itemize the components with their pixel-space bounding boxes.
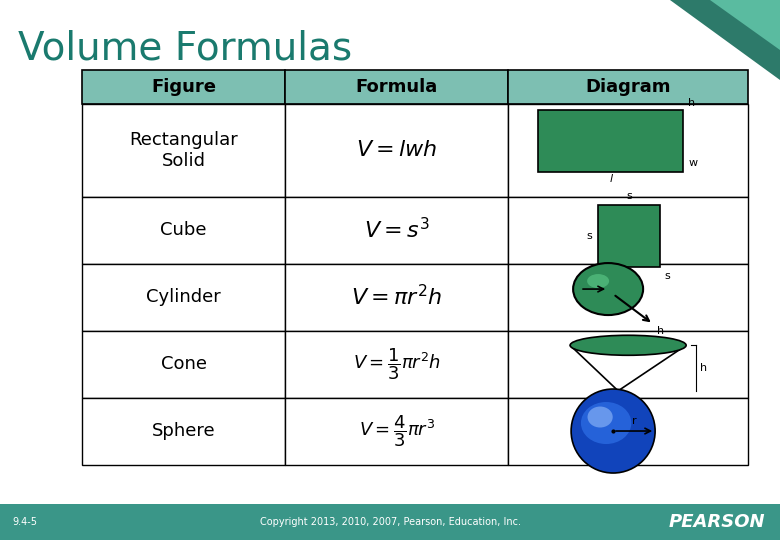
Bar: [509, 197, 748, 264]
Text: s: s: [626, 191, 632, 201]
Bar: [509, 70, 748, 104]
Text: Copyright 2013, 2010, 2007, Pearson, Education, Inc.: Copyright 2013, 2010, 2007, Pearson, Edu…: [260, 517, 520, 527]
Bar: [0, 504, 780, 540]
Bar: [285, 70, 509, 104]
Text: $V = s^3$: $V = s^3$: [364, 218, 430, 242]
Bar: [509, 264, 748, 330]
Ellipse shape: [570, 335, 686, 355]
Bar: [82, 104, 285, 197]
Ellipse shape: [573, 263, 643, 315]
Text: l: l: [609, 174, 612, 184]
Text: h: h: [700, 363, 707, 373]
Text: Cylinder: Cylinder: [146, 288, 221, 306]
Bar: [538, 110, 683, 172]
Ellipse shape: [581, 402, 631, 444]
Bar: [285, 397, 509, 464]
Bar: [285, 264, 509, 330]
Bar: [82, 197, 285, 264]
Text: Formula: Formula: [356, 78, 438, 96]
Bar: [82, 330, 285, 397]
Text: s: s: [587, 231, 592, 241]
Text: $V = lwh$: $V = lwh$: [356, 140, 438, 160]
Bar: [285, 330, 509, 397]
Bar: [509, 397, 748, 464]
Text: Rectangular
Solid: Rectangular Solid: [129, 131, 238, 170]
Polygon shape: [710, 0, 780, 50]
Text: h: h: [688, 98, 695, 108]
Text: r: r: [632, 416, 636, 426]
Text: $V = \dfrac{1}{3}\pi r^2 h$: $V = \dfrac{1}{3}\pi r^2 h$: [353, 346, 441, 382]
Bar: [509, 330, 748, 397]
Text: $V = \dfrac{4}{3}\pi r^3$: $V = \dfrac{4}{3}\pi r^3$: [359, 413, 434, 449]
Bar: [82, 397, 285, 464]
Text: Sphere: Sphere: [152, 422, 215, 440]
Bar: [285, 104, 509, 197]
Polygon shape: [670, 0, 780, 80]
Bar: [598, 205, 660, 267]
Ellipse shape: [571, 389, 655, 473]
Text: w: w: [688, 158, 697, 168]
Ellipse shape: [587, 407, 613, 428]
Text: Volume Formulas: Volume Formulas: [18, 30, 352, 68]
Bar: [285, 197, 509, 264]
Text: Figure: Figure: [151, 78, 216, 96]
Text: Cone: Cone: [161, 355, 207, 373]
Text: Diagram: Diagram: [585, 78, 671, 96]
Text: PEARSON: PEARSON: [668, 513, 765, 531]
Ellipse shape: [587, 274, 609, 288]
Bar: [509, 104, 748, 197]
Text: h: h: [657, 326, 665, 336]
Bar: [82, 264, 285, 330]
Text: Cube: Cube: [161, 221, 207, 239]
Text: $V = \pi r^2 h$: $V = \pi r^2 h$: [351, 285, 442, 309]
Text: 9.4-5: 9.4-5: [12, 517, 37, 527]
Text: s: s: [664, 271, 670, 281]
Polygon shape: [570, 345, 686, 391]
Bar: [82, 70, 285, 104]
